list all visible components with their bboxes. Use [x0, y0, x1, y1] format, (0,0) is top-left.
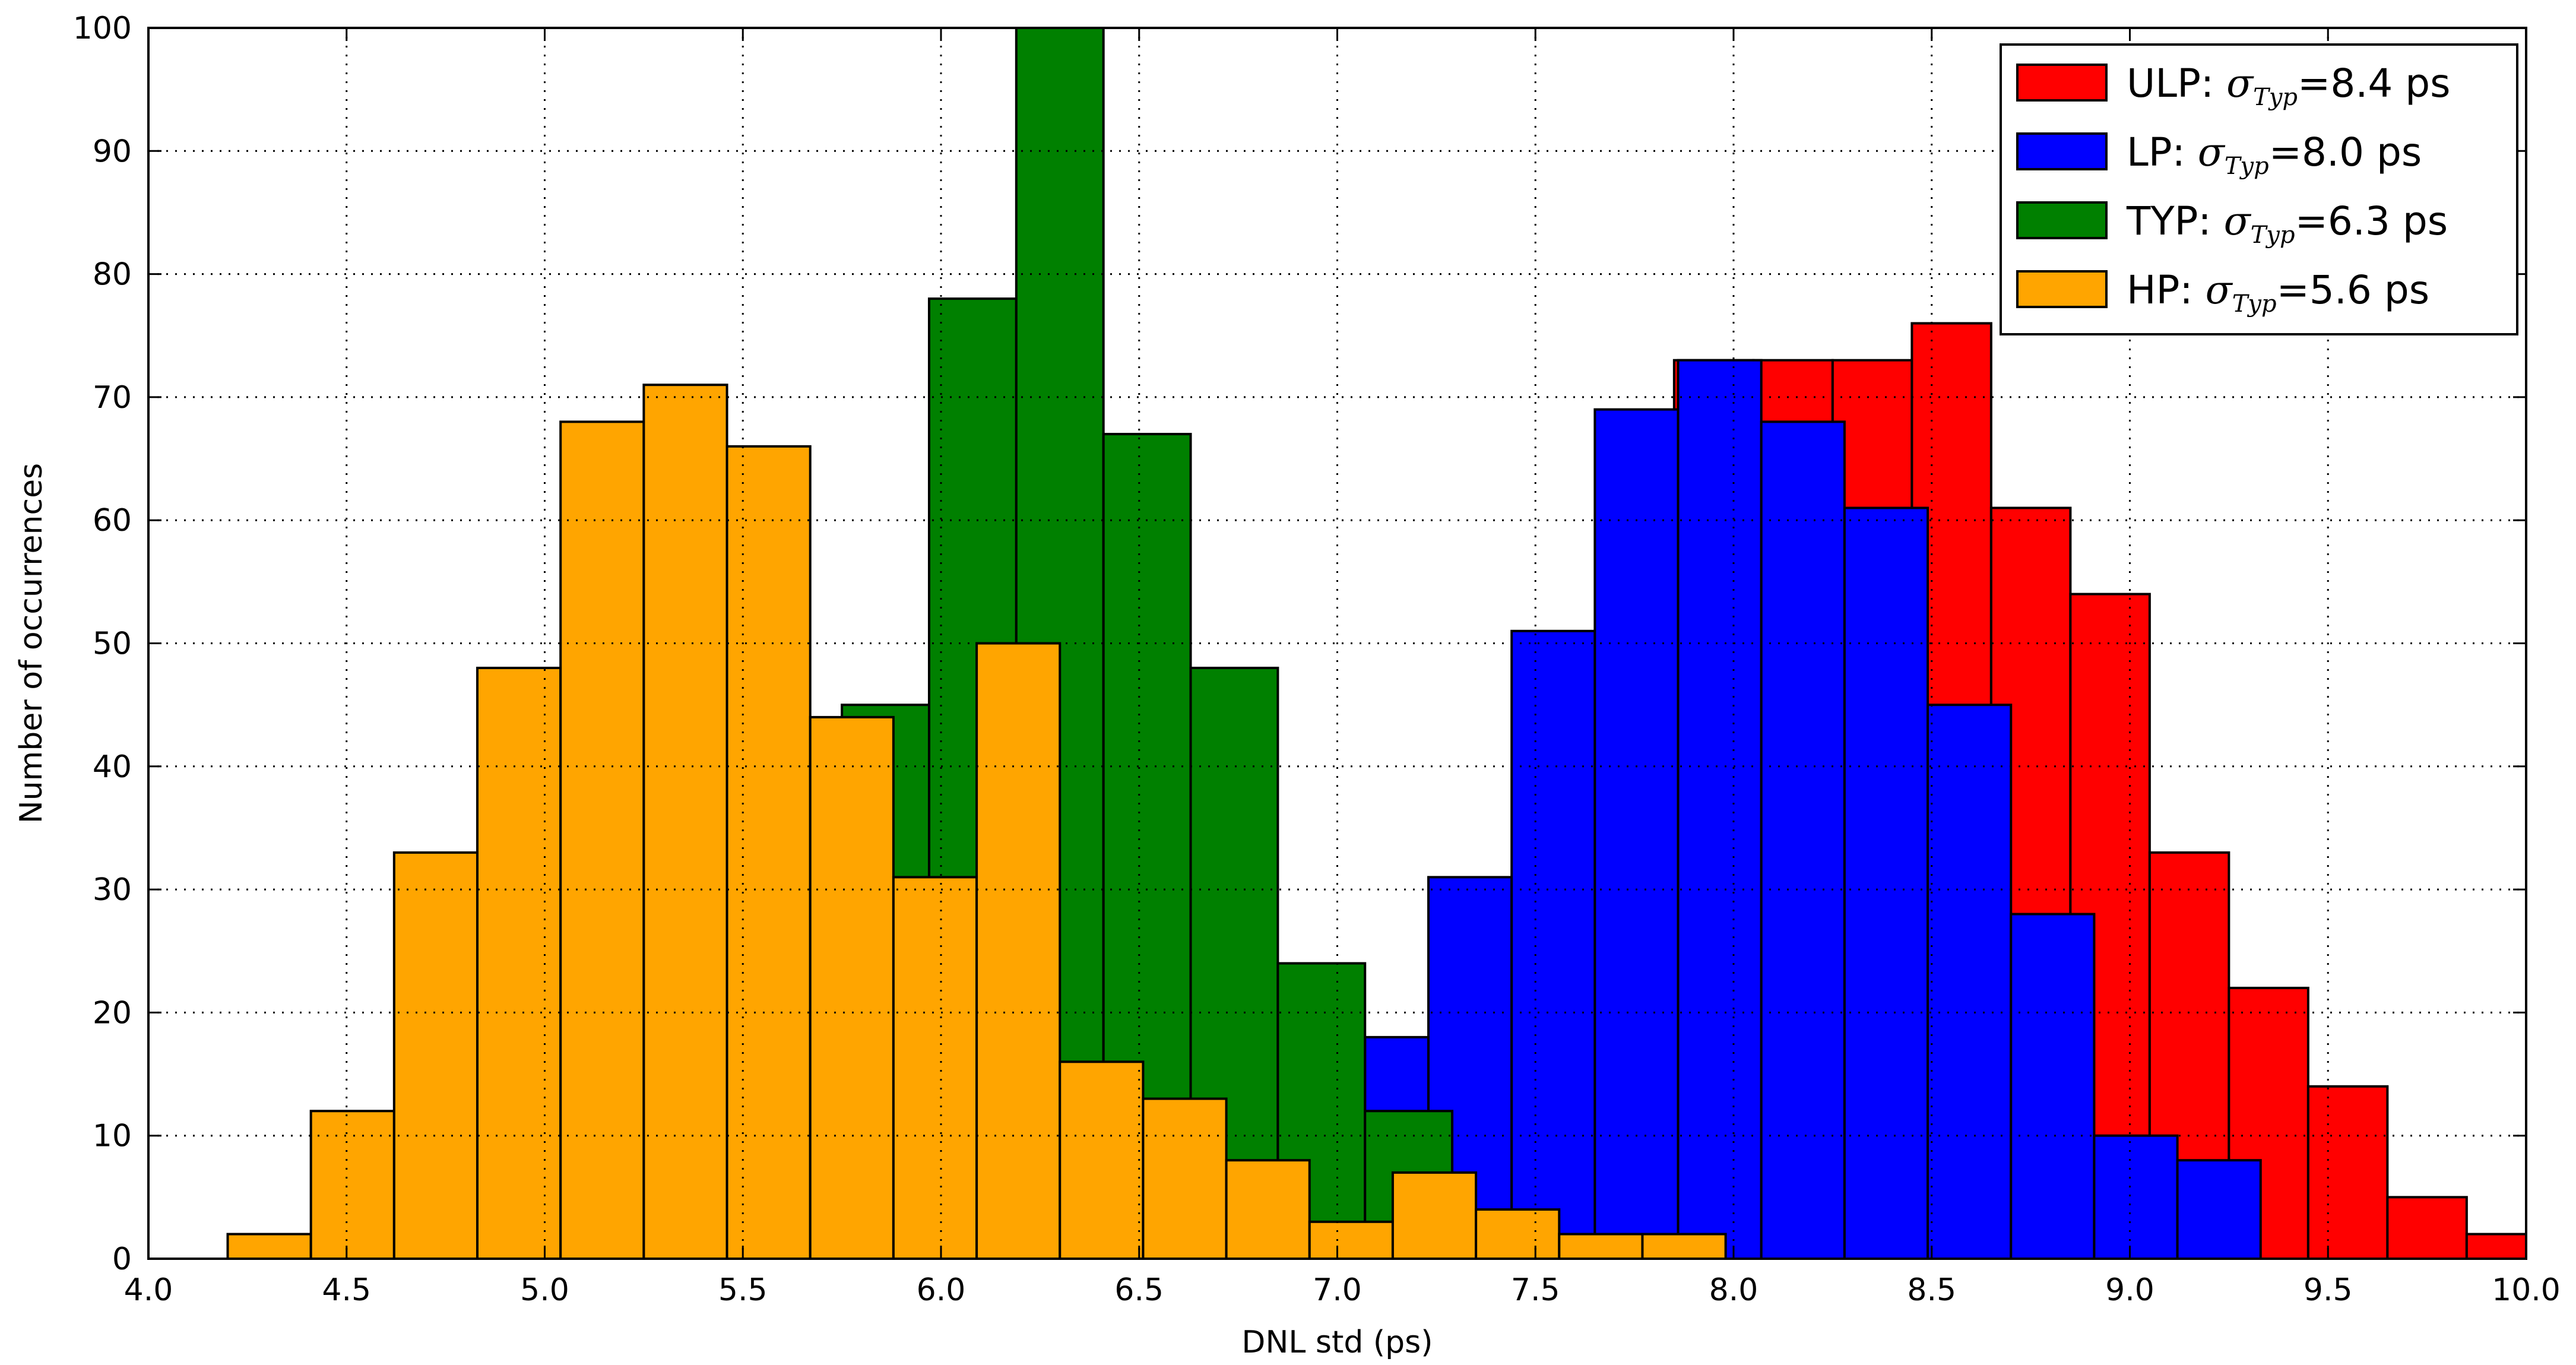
x-tick-label: 5.5 [718, 1272, 768, 1308]
legend-label-typ: TYP: σTyp=6.3 ps [2126, 198, 2448, 249]
y-tick-label: 0 [112, 1242, 132, 1277]
bar-hp-14 [1391, 1171, 1478, 1261]
bar-hp-16 [1558, 1233, 1644, 1261]
y-tick-label: 30 [93, 872, 132, 908]
bar-lp-3 [1593, 408, 1680, 1260]
x-tick-label: 9.5 [2303, 1272, 2353, 1308]
bar-hp-4 [559, 420, 645, 1260]
bar-hp-17 [1641, 1233, 1727, 1261]
x-axis-label: DNL std (ps) [1241, 1325, 1433, 1360]
ticks-layer: 4.0 4.5 5.0 5.5 6.0 6.5 7.0 7.5 8.0 8.5 9.0 9.5 10.0… [73, 11, 2561, 1308]
bar-hp-15 [1475, 1208, 1561, 1260]
bar-hp-5 [642, 384, 728, 1260]
bar-hp-8 [892, 876, 978, 1260]
bar-hp-6 [725, 445, 812, 1261]
bar-lp-5 [1760, 420, 1846, 1260]
y-tick-label: 10 [93, 1119, 132, 1154]
bar-lp-4 [1677, 359, 1763, 1261]
bar-hp-12 [1225, 1159, 1311, 1261]
bar-ulp-10 [2465, 1233, 2527, 1261]
x-tick-label: 8.5 [1907, 1272, 1956, 1308]
y-tick-label: 90 [93, 134, 132, 169]
bars-layer [226, 27, 2527, 1261]
bar-hp-1 [309, 1110, 395, 1260]
x-tick-label: 4.5 [322, 1272, 371, 1308]
bar-lp-6 [1843, 506, 1929, 1260]
y-tick-label: 70 [93, 380, 132, 416]
bar-ulp-8 [2306, 1085, 2389, 1261]
legend-swatch-lp [2016, 132, 2108, 170]
bar-hp-9 [975, 642, 1062, 1260]
x-tick-label: 7.5 [1511, 1272, 1560, 1308]
legend-label-lp: LP: σTyp=8.0 ps [2127, 129, 2422, 180]
x-tick-label: 10.0 [2492, 1272, 2561, 1308]
y-axis-label: Number of occurrences [14, 463, 49, 824]
bar-hp-13 [1308, 1220, 1394, 1261]
x-tick-label: 7.0 [1313, 1272, 1362, 1308]
bar-lp-2 [1510, 629, 1596, 1260]
bar-hp-3 [476, 666, 562, 1260]
x-tick-label: 6.5 [1114, 1272, 1164, 1308]
legend: ULP: σTyp=8.4 ps LP: σTyp=8.0 ps TYP: σTyp… [2000, 43, 2518, 335]
y-tick-label: 100 [73, 11, 132, 46]
y-tick-label: 50 [93, 626, 132, 662]
series-hp [226, 384, 1727, 1261]
y-tick-label: 20 [93, 995, 132, 1031]
bar-hp-11 [1142, 1097, 1228, 1260]
legend-swatch-hp [2016, 270, 2108, 308]
bar-lp-8 [2010, 913, 2096, 1261]
legend-swatch-ulp [2016, 64, 2108, 102]
y-tick-label: 40 [93, 749, 132, 785]
bar-ulp-9 [2386, 1196, 2468, 1260]
y-tick-label: 80 [93, 257, 132, 293]
x-tick-label: 9.0 [2105, 1272, 2154, 1308]
bar-hp-10 [1059, 1060, 1145, 1260]
bar-lp-10 [2176, 1159, 2262, 1261]
bar-hp-7 [809, 715, 895, 1260]
legend-label-hp: HP: σTyp=5.6 ps [2127, 267, 2429, 318]
x-tick-label: 5.0 [520, 1272, 569, 1308]
bar-hp-2 [392, 851, 479, 1261]
bar-lp-7 [1927, 704, 2013, 1260]
x-tick-label: 6.0 [917, 1272, 966, 1308]
legend-swatch-typ [2016, 201, 2108, 239]
legend-label-ulp: ULP: σTyp=8.4 ps [2127, 61, 2451, 111]
x-tick-label: 4.0 [124, 1272, 173, 1308]
bar-lp-9 [2093, 1134, 2179, 1260]
y-tick-label: 60 [93, 503, 132, 539]
x-tick-label: 8.0 [1709, 1272, 1758, 1308]
bar-hp-0 [226, 1233, 312, 1261]
grid-layer [148, 28, 2526, 1259]
